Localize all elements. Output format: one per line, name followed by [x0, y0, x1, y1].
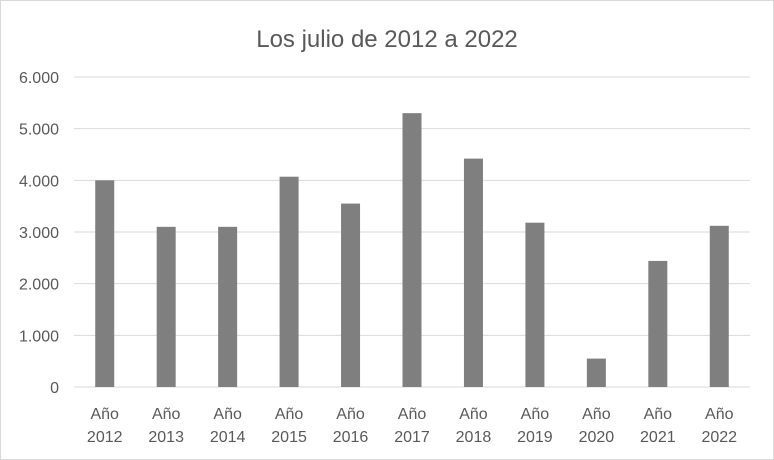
x-tick-label: Año 2014	[210, 406, 246, 446]
y-axis-tick-labels: 0 1.000 2.000 3.000 4.000 5.000 6.000	[19, 70, 59, 397]
y-tick-label: 6.000	[19, 70, 59, 87]
bar	[218, 226, 238, 387]
bar	[95, 180, 115, 387]
bar	[463, 158, 483, 387]
x-tick-label: Año 2019	[517, 406, 553, 446]
y-tick-label: 5.000	[19, 122, 59, 139]
bar	[156, 226, 176, 387]
x-tick-label: Año 2016	[333, 406, 369, 446]
x-tick-label: Año 2015	[271, 406, 307, 446]
x-tick-label: Año 2012	[87, 406, 123, 446]
y-tick-label: 4.000	[19, 173, 59, 190]
bar	[279, 176, 299, 387]
bar	[648, 260, 668, 387]
x-tick-label: Año 2022	[701, 406, 737, 446]
bars	[95, 113, 729, 388]
bar	[709, 225, 729, 387]
bar	[402, 113, 422, 388]
x-tick-label: Año 2020	[579, 406, 615, 446]
bar	[341, 203, 361, 387]
y-tick-label: 2.000	[19, 277, 59, 294]
y-tick-label: 3.000	[19, 225, 59, 242]
x-tick-label: Año 2018	[456, 406, 492, 446]
x-tick-label: Año 2021	[640, 406, 676, 446]
y-tick-label: 1.000	[19, 328, 59, 345]
y-tick-label: 0	[50, 380, 59, 397]
bar	[586, 358, 606, 387]
bar	[525, 222, 545, 387]
x-axis-tick-labels: Año 2012 Año 2013 Año 2014 Año 2015 Año 2016 Año 20…	[87, 406, 737, 446]
x-tick-label: Año 2013	[148, 406, 184, 446]
x-tick-label: Año 2017	[394, 406, 430, 446]
chart-title: Los julio de 2012 a 2022	[256, 26, 518, 53]
